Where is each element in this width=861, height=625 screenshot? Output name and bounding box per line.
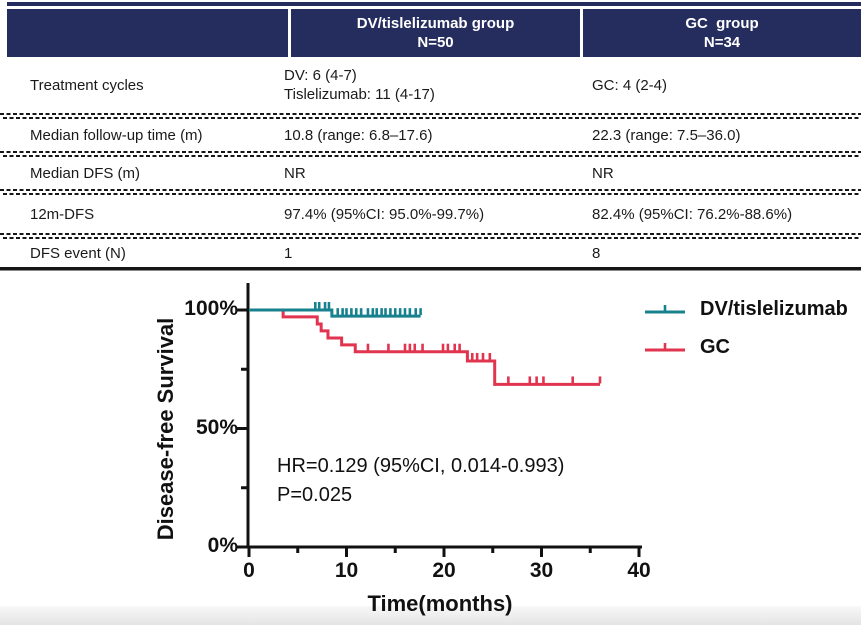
dv-group-title: DV/tislelizumab group (356, 15, 515, 32)
legend-item-gc: GC (643, 328, 848, 366)
table-top-rule (7, 2, 861, 6)
table-cell-gc: 22.3 (range: 7.5–36.0) (592, 126, 741, 144)
table-cell-gc: 82.4% (95%CI: 76.2%-88.6%) (592, 205, 793, 223)
hr-annotation-line2: P=0.025 (277, 484, 353, 506)
table-cell-label: 12m-DFS (30, 205, 95, 223)
y-tick-label: 50% (195, 415, 238, 439)
outcomes-table: DV/tislelizumab group N=50 GC group N=34… (0, 0, 861, 271)
table-cell-gc: NR (592, 164, 614, 182)
row-separator (0, 233, 861, 239)
dv-curve-sample-icon (645, 305, 685, 314)
legend-item-dv: DV/tislelizumab (643, 290, 848, 328)
x-axis-title: Time(months) (367, 591, 513, 616)
table-cell-label: Median follow-up time (m) (30, 126, 203, 144)
table-cell-dv: NR (284, 164, 306, 182)
hr-annotation: HR=0.129 (95%CI, 0.014-0.993) P=0.025 (277, 452, 564, 510)
table-cell-dv: DV: 6 (4-7) Tislelizumab: 11 (4-17) (284, 67, 435, 103)
table-header-row: DV/tislelizumab group N=50 GC group N=34 (7, 9, 861, 57)
gc-group-n: N=34 (703, 34, 741, 51)
legend-label-gc: GC (700, 335, 730, 358)
y-tick-label: 100% (184, 297, 238, 320)
x-tick-label: 30 (529, 559, 554, 582)
x-tick-label: 20 (432, 559, 456, 582)
table-cell-gc: 8 (592, 244, 601, 262)
table-cell-dv: 97.4% (95%CI: 95.0%-99.7%) (284, 205, 485, 223)
table-cell-gc: GC: 4 (2-4) (592, 76, 668, 94)
table-bottom-rule (0, 267, 861, 271)
table-cell-dv: 1 (284, 244, 293, 262)
row-separator (0, 189, 861, 195)
km-plot-canvas (237, 283, 642, 557)
table-cell-dv: 10.8 (range: 6.8–17.6) (284, 126, 433, 144)
x-tick-label: 10 (334, 559, 359, 582)
km-chart: Disease-free Survival Time(months) HR=0.… (0, 260, 861, 625)
table-row: 12m-DFS 97.4% (95%CI: 95.0%-99.7%) 82.4% (… (0, 195, 861, 233)
table-row: Median DFS (m) NR NR (0, 157, 861, 189)
dv-group-n: N=50 (417, 34, 454, 51)
gc-group-title: GC group (685, 15, 759, 32)
table-body: Treatment cycles DV: 6 (4-7) Tislelizumab:… (0, 57, 861, 267)
table-cell-label: DFS event (N) (30, 244, 126, 262)
legend-label-dv: DV/tislelizumab (700, 297, 848, 320)
footer-strip (0, 606, 861, 625)
table-row: DFS event (N) 1 8 (0, 239, 861, 267)
y-tick-label: 0% (207, 534, 238, 557)
table-cell-label: Treatment cycles (30, 76, 144, 94)
table-header-blank (7, 9, 288, 57)
chart-legend: DV/tislelizumab GC (643, 290, 848, 366)
table-header-dv-group: DV/tislelizumab group N=50 (288, 9, 580, 57)
row-separator (0, 113, 861, 119)
table-row: Treatment cycles DV: 6 (4-7) Tislelizumab:… (0, 57, 861, 113)
table-cell-label: Median DFS (m) (30, 164, 141, 182)
gc-curve-sample-icon (645, 343, 685, 352)
row-separator (0, 151, 861, 157)
table-header-gc-group: GC group N=34 (580, 9, 861, 57)
table-top-gap (0, 6, 861, 9)
table-row: Median follow-up time (m) 10.8 (range: 6.… (0, 119, 861, 151)
x-tick-label: 40 (627, 559, 651, 582)
x-tick-label: 0 (243, 559, 255, 582)
hr-annotation-line1: HR=0.129 (95%CI, 0.014-0.993) (277, 455, 565, 477)
